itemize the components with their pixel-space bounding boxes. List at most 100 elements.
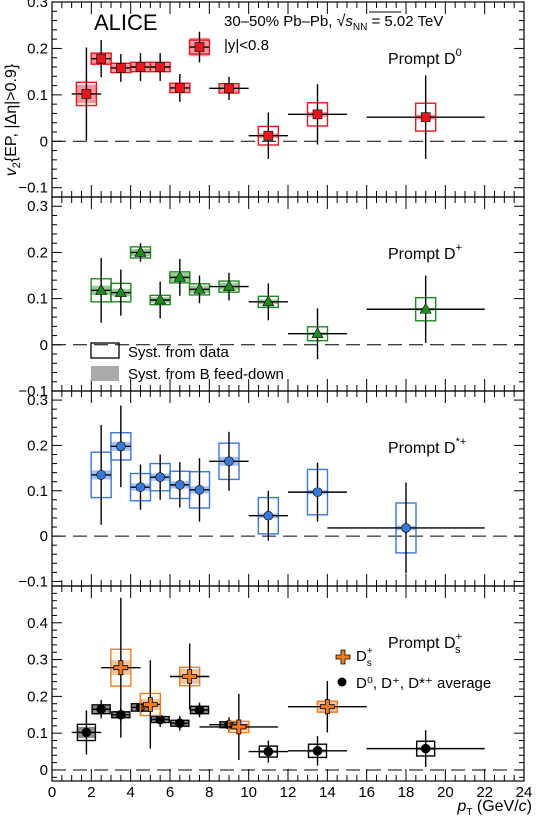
- data-point: [319, 699, 335, 715]
- y-tick-label: 0: [40, 337, 48, 354]
- x-axis-c: c: [519, 798, 527, 815]
- data-point: [224, 456, 234, 467]
- data-point: [155, 472, 165, 482]
- x-tick-label: 16: [358, 784, 375, 801]
- x-tick-label: 6: [166, 784, 174, 801]
- energy-value: = 5.02 TeV: [367, 13, 443, 30]
- y-tick-label: 0.2: [27, 244, 48, 261]
- y-axis-title: v2{EP, |Δη|>0.9}: [3, 63, 23, 176]
- data-point: [96, 53, 106, 64]
- data-point: [194, 42, 205, 52]
- x-axis-title: pT (GeV/c): [456, 798, 532, 817]
- data-point: [222, 279, 236, 291]
- y-tick-label: −0.1: [18, 180, 48, 197]
- x-tick-label: 4: [126, 784, 134, 801]
- data-point: [155, 714, 165, 725]
- series-Ds: [101, 597, 367, 761]
- data-point: [175, 83, 185, 93]
- y-axis-rest: {EP, |Δη|>0.9}: [3, 63, 20, 162]
- x-tick-label: 0: [48, 784, 56, 801]
- panel-label-sub: s: [455, 644, 461, 656]
- series-D0: [71, 31, 485, 159]
- x-axis-p: p: [456, 798, 466, 815]
- data-point: [114, 285, 127, 297]
- y-axis-sub: 2: [11, 162, 23, 168]
- data-point: [419, 302, 432, 314]
- x-tick-label: 10: [240, 784, 257, 801]
- panel-2: −0.1 0 0.1 0.2 0.3 Prompt D+: [18, 196, 525, 400]
- y-tick-label: −0.1: [18, 383, 48, 400]
- y-tick-label: 0: [40, 762, 48, 779]
- panel-frame: [51, 390, 525, 587]
- data-point: [263, 130, 274, 141]
- series-Dplus: [90, 243, 485, 360]
- x-tick-label: 2: [87, 784, 95, 801]
- x-tick-label: 24: [516, 784, 533, 801]
- y-tick-label: 0.1: [27, 483, 48, 500]
- rapidity-label: |y|<0.8: [224, 37, 269, 54]
- y-tick-label: 0: [40, 133, 48, 150]
- data-point: [311, 327, 324, 339]
- panel-label: Prompt D+: [388, 242, 462, 263]
- data-point: [175, 480, 185, 490]
- system-prefix: 30–50% Pb–Pb,: [224, 13, 337, 30]
- data-point: [182, 669, 198, 684]
- series-Dstar: [90, 405, 485, 574]
- data-point: [135, 62, 146, 72]
- y-tick-label: 0.3: [27, 0, 48, 11]
- y-tick-label: 0.1: [27, 725, 48, 742]
- legend-ds-label: D+ s: [356, 646, 373, 669]
- legend-syst-feeddown-swatch: [91, 366, 119, 381]
- data-point: [193, 282, 206, 294]
- panel-label: Prompt D*+: [388, 436, 466, 457]
- y-tick-label: 0.3: [27, 652, 48, 669]
- data-point: [262, 295, 275, 307]
- data-point: [173, 270, 186, 282]
- x-axis-unit-close: ): [527, 798, 532, 815]
- y-tick-label: 0.2: [27, 688, 48, 705]
- data-point: [175, 718, 185, 729]
- y-tick-label: 0.2: [27, 437, 48, 454]
- y-tick-label: 0.3: [27, 392, 48, 409]
- data-point: [420, 743, 431, 754]
- data-point: [134, 245, 147, 257]
- x-tick-label: 14: [319, 784, 336, 801]
- panel-label: Prompt D0: [388, 47, 462, 68]
- data-point: [263, 510, 274, 521]
- data-point: [401, 523, 411, 533]
- legend-ds-base: D: [356, 648, 367, 665]
- data-point: [194, 705, 205, 715]
- data-point: [312, 746, 323, 756]
- series-avg: [71, 700, 485, 768]
- data-point: [312, 487, 323, 497]
- legend-ds-sub: s: [367, 658, 372, 669]
- data-point: [135, 482, 146, 492]
- x-tick-label: 12: [280, 784, 297, 801]
- sqrt-symbol: √: [337, 13, 346, 30]
- data-point: [81, 727, 92, 738]
- data-point: [194, 485, 205, 495]
- panel-label-sup: *+: [456, 436, 467, 448]
- panel-label-sup: +: [456, 631, 462, 643]
- y-tick-label: 0.2: [27, 40, 48, 57]
- panel-label: Prompt D+ s: [388, 631, 462, 656]
- data-point: [96, 704, 106, 715]
- legend-ds-marker: [335, 649, 351, 665]
- y-tick-label: 0.1: [27, 291, 48, 308]
- data-point: [81, 89, 92, 99]
- data-point: [224, 83, 234, 94]
- x-tick-label: 18: [398, 784, 415, 801]
- legend-syst-feeddown-label: Syst. from B feed-down: [128, 366, 284, 383]
- x-tick-label: 22: [476, 784, 493, 801]
- legend-syst-data-swatch: [90, 342, 120, 359]
- collision-system-label: 30–50% Pb–Pb, √sNN = 5.02 TeV: [224, 13, 443, 33]
- data-point: [312, 109, 323, 120]
- x-axis-sub: T: [466, 807, 472, 817]
- panel-label-base: Prompt D: [388, 246, 456, 263]
- data-point: [116, 441, 126, 452]
- panel-label-base: Prompt D: [388, 51, 456, 68]
- y-tick-label: 0.3: [27, 198, 48, 215]
